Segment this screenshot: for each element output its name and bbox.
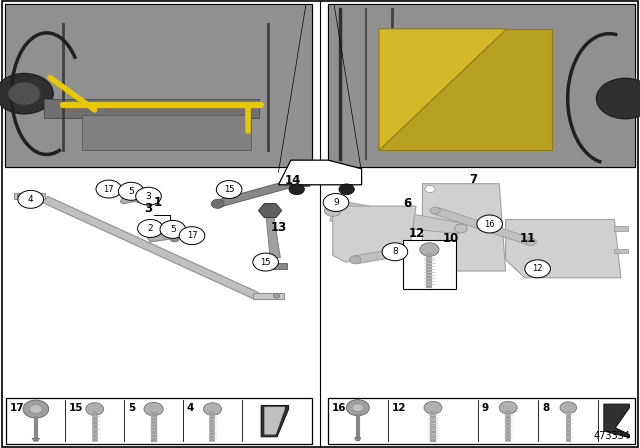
Circle shape (138, 220, 163, 237)
Text: 5: 5 (170, 225, 175, 234)
Circle shape (179, 227, 205, 245)
Text: 17: 17 (187, 231, 197, 240)
FancyBboxPatch shape (328, 398, 635, 444)
Circle shape (18, 190, 44, 208)
Circle shape (33, 194, 38, 198)
Circle shape (382, 243, 408, 261)
Polygon shape (354, 240, 449, 264)
FancyBboxPatch shape (614, 226, 628, 231)
Circle shape (144, 402, 163, 416)
Text: 15: 15 (260, 258, 271, 267)
Circle shape (346, 400, 369, 416)
Circle shape (216, 181, 242, 198)
Text: 9: 9 (333, 198, 339, 207)
Circle shape (596, 78, 640, 119)
Polygon shape (330, 200, 462, 234)
Polygon shape (147, 224, 179, 242)
Text: 7: 7 (470, 172, 477, 186)
Polygon shape (266, 217, 280, 258)
Circle shape (0, 73, 53, 114)
Circle shape (204, 403, 221, 415)
FancyBboxPatch shape (328, 4, 635, 167)
Circle shape (253, 253, 278, 271)
Text: 12: 12 (392, 403, 406, 413)
Circle shape (324, 205, 341, 216)
Circle shape (526, 238, 536, 246)
FancyBboxPatch shape (5, 4, 312, 167)
Circle shape (477, 215, 502, 233)
Polygon shape (379, 29, 552, 151)
Circle shape (289, 184, 305, 194)
Text: 1: 1 (154, 196, 162, 210)
Text: 5: 5 (128, 403, 135, 413)
Circle shape (560, 402, 577, 414)
Circle shape (136, 187, 161, 205)
Polygon shape (120, 188, 148, 204)
Polygon shape (379, 29, 507, 151)
Polygon shape (506, 220, 621, 278)
Circle shape (323, 194, 349, 211)
FancyBboxPatch shape (253, 293, 284, 299)
Circle shape (525, 260, 550, 278)
Polygon shape (32, 438, 40, 441)
Text: 3: 3 (145, 202, 152, 215)
Circle shape (86, 403, 104, 415)
Circle shape (352, 404, 364, 412)
Text: 16: 16 (484, 220, 495, 228)
Circle shape (17, 194, 24, 198)
Circle shape (160, 220, 186, 238)
Text: 3: 3 (146, 192, 151, 201)
Text: 2: 2 (148, 224, 153, 233)
Text: 6: 6 (404, 197, 412, 211)
FancyBboxPatch shape (5, 4, 312, 167)
Circle shape (349, 256, 361, 264)
Polygon shape (264, 407, 285, 435)
Circle shape (499, 401, 517, 414)
Polygon shape (261, 405, 289, 437)
Circle shape (454, 224, 467, 233)
Text: 17: 17 (104, 185, 114, 194)
Polygon shape (42, 196, 259, 299)
Text: 4: 4 (187, 403, 195, 413)
FancyBboxPatch shape (44, 99, 259, 118)
Polygon shape (333, 206, 416, 262)
Text: 17: 17 (10, 403, 25, 413)
Text: 5: 5 (129, 187, 134, 196)
Polygon shape (604, 404, 630, 438)
Circle shape (273, 294, 280, 298)
FancyBboxPatch shape (403, 240, 456, 289)
FancyBboxPatch shape (14, 193, 45, 199)
Polygon shape (278, 160, 362, 185)
FancyBboxPatch shape (264, 263, 287, 269)
Circle shape (430, 207, 440, 214)
Circle shape (425, 185, 435, 193)
FancyBboxPatch shape (6, 398, 312, 444)
FancyBboxPatch shape (82, 115, 251, 151)
Polygon shape (294, 174, 314, 186)
FancyBboxPatch shape (614, 249, 628, 253)
Text: 11: 11 (520, 232, 536, 245)
Polygon shape (433, 207, 533, 245)
Text: 10: 10 (443, 232, 460, 245)
Circle shape (8, 82, 40, 105)
FancyBboxPatch shape (328, 4, 635, 167)
Circle shape (29, 405, 42, 414)
Text: 14: 14 (285, 173, 301, 187)
Polygon shape (422, 184, 506, 271)
Text: 473334: 473334 (593, 431, 630, 441)
Circle shape (96, 180, 122, 198)
Text: 15: 15 (224, 185, 234, 194)
Circle shape (339, 184, 355, 194)
Text: 12: 12 (532, 264, 543, 273)
Circle shape (170, 236, 179, 242)
Circle shape (424, 401, 442, 414)
Circle shape (118, 182, 144, 200)
Circle shape (420, 243, 439, 256)
Text: 4: 4 (28, 195, 33, 204)
Polygon shape (216, 177, 306, 207)
Circle shape (211, 199, 224, 208)
Text: 8: 8 (542, 403, 549, 413)
Circle shape (442, 240, 454, 248)
Polygon shape (259, 203, 282, 218)
